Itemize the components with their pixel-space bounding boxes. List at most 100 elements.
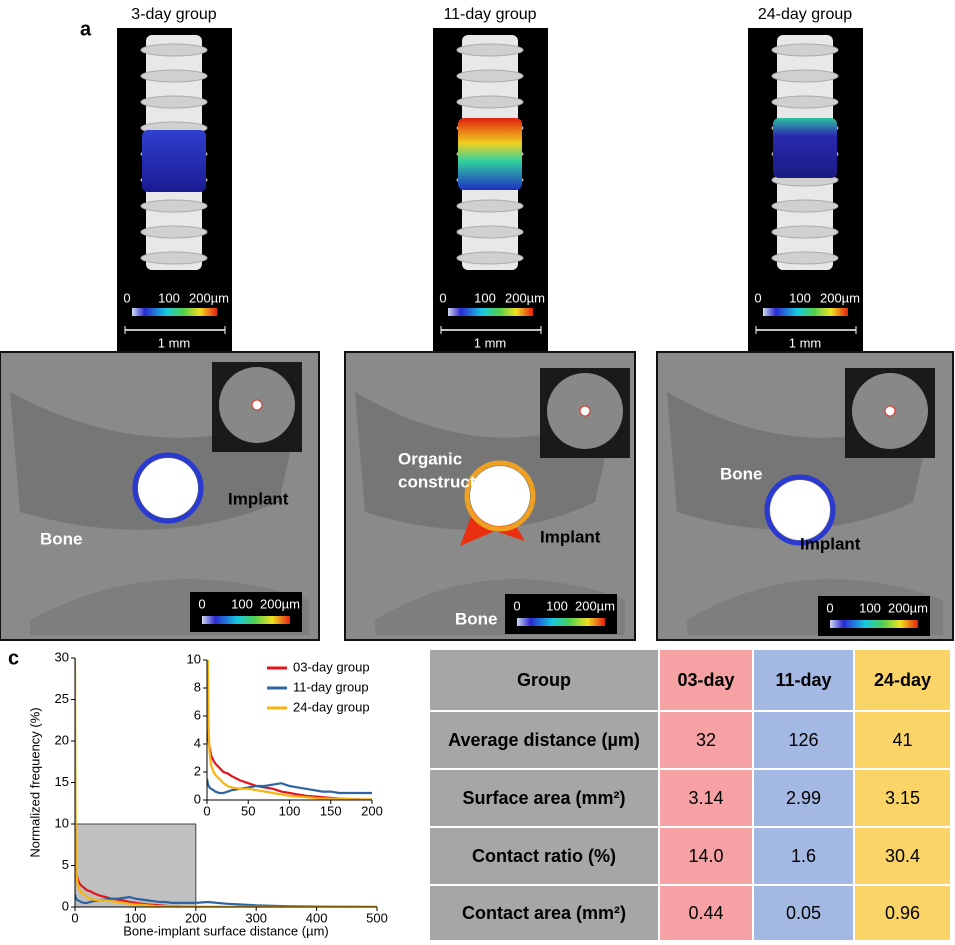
group-title: 24-day group	[758, 6, 852, 23]
implant-thread	[457, 44, 523, 56]
group-title: 11-day group	[443, 6, 536, 23]
distance-band	[458, 118, 522, 190]
table-text: 126	[788, 730, 818, 750]
table-text: 0.44	[688, 903, 723, 923]
table-text: 30.4	[885, 846, 920, 866]
image-label: Implant	[800, 534, 861, 553]
legend-label: 24-day group	[293, 699, 370, 714]
implant-thread	[141, 44, 207, 56]
implant-thread	[141, 70, 207, 82]
x-tick-label: 500	[366, 910, 388, 925]
table-text: 14.0	[688, 846, 723, 866]
scale-label: 1 mm	[474, 335, 507, 350]
implant-thread	[772, 44, 838, 56]
implant-thread	[772, 70, 838, 82]
table-text: 3.15	[885, 788, 920, 808]
implant-thread	[457, 252, 523, 264]
distance-band	[773, 118, 837, 178]
colorbar-label: 200µm	[505, 290, 545, 305]
table-text: 0.96	[885, 903, 920, 923]
panel-label: a	[80, 18, 92, 40]
y-tick-label: 10	[55, 815, 69, 830]
legend-label: 11-day group	[293, 679, 369, 694]
scale-label: 1 mm	[789, 335, 822, 350]
table-text: 32	[696, 730, 716, 750]
y-tick-label: 5	[62, 857, 69, 872]
y-axis-label: Normalized frequency (%)	[27, 707, 42, 857]
colorbar-label: 0	[513, 598, 520, 613]
implant	[770, 480, 830, 540]
implant-thread	[772, 252, 838, 264]
implant-thread	[457, 200, 523, 212]
scale-label: 1 mm	[158, 335, 191, 350]
inset-implant	[580, 406, 590, 416]
panel-label: c	[8, 647, 19, 669]
y-tick-label: 10	[187, 651, 201, 666]
table-text: 24-day	[874, 670, 931, 690]
x-tick-label: 100	[279, 803, 301, 818]
y-tick-label: 0	[62, 898, 69, 913]
table-text: 2.99	[786, 788, 821, 808]
inset-implant	[885, 406, 895, 416]
image-label: construct	[398, 472, 476, 491]
y-tick-label: 2	[194, 763, 201, 778]
image-label: Organic	[398, 449, 462, 468]
implant-thread	[772, 200, 838, 212]
y-tick-label: 25	[55, 691, 69, 706]
colorbar-label: 200µm	[888, 600, 928, 615]
table-text: Contact area (mm²)	[462, 903, 626, 923]
y-tick-label: 15	[55, 774, 69, 789]
y-tick-label: 20	[55, 732, 69, 747]
implant-thread	[457, 96, 523, 108]
image-label: Bone	[720, 464, 763, 483]
inset-implant	[252, 400, 262, 410]
y-tick-label: 8	[194, 679, 201, 694]
colorbar-label: 100	[231, 596, 253, 611]
table-text: Group	[517, 670, 571, 690]
implant-thread	[457, 70, 523, 82]
table-text: 3.14	[688, 788, 723, 808]
table-text: 41	[892, 730, 912, 750]
implant	[138, 458, 198, 518]
colorbar-label: 100	[474, 290, 496, 305]
group-title: 3-day group	[131, 6, 216, 23]
implant-thread	[457, 226, 523, 238]
colorbar-label: 200µm	[189, 290, 229, 305]
x-tick-label: 50	[241, 803, 255, 818]
x-tick-label: 150	[320, 803, 342, 818]
colorbar-label: 200µm	[820, 290, 860, 305]
implant-thread	[772, 96, 838, 108]
colorbar-label: 200µm	[575, 598, 615, 613]
image-label: Implant	[228, 489, 289, 508]
implant	[470, 466, 530, 526]
distance-band	[142, 130, 206, 192]
colorbar-label: 0	[754, 290, 761, 305]
colorbar-label: 100	[789, 290, 811, 305]
colorbar-label: 100	[158, 290, 180, 305]
table-text: 0.05	[786, 903, 821, 923]
table-text: 03-day	[677, 670, 734, 690]
y-tick-label: 6	[194, 707, 201, 722]
implant-thread	[141, 252, 207, 264]
table-text: Surface area (mm²)	[462, 788, 625, 808]
implant-thread	[141, 96, 207, 108]
x-axis-label: Bone-implant surface distance (µm)	[123, 923, 328, 938]
implant-thread	[141, 200, 207, 212]
y-tick-label: 0	[194, 791, 201, 806]
colorbar	[830, 620, 918, 628]
colorbar-label: 100	[859, 600, 881, 615]
table-text: Average distance (µm)	[448, 730, 640, 750]
colorbar	[517, 618, 605, 626]
colorbar	[448, 308, 533, 316]
colorbar-label: 100	[546, 598, 568, 613]
legend-label: 03-day group	[293, 659, 370, 674]
y-tick-label: 4	[194, 735, 201, 750]
table-text: Contact ratio (%)	[472, 846, 616, 866]
colorbar	[202, 616, 290, 624]
x-tick-label: 200	[361, 803, 383, 818]
x-tick-label: 0	[71, 910, 78, 925]
colorbar-label: 0	[198, 596, 205, 611]
table-text: 1.6	[791, 846, 816, 866]
figure: abc3-day group0100200µm1 mm11-day group0…	[0, 0, 955, 945]
colorbar	[132, 308, 217, 316]
